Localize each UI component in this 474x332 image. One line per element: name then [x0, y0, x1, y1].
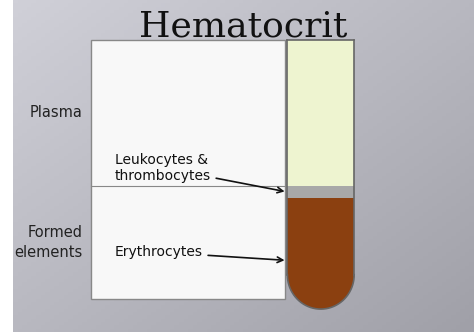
Bar [287, 198, 354, 275]
Bar [287, 40, 354, 186]
Text: Leukocytes &
thrombocytes: Leukocytes & thrombocytes [115, 153, 283, 193]
Polygon shape [287, 275, 354, 309]
Bar [287, 186, 354, 198]
Text: Plasma: Plasma [29, 106, 82, 121]
Text: Erythrocytes: Erythrocytes [115, 245, 283, 263]
Text: Hematocrit: Hematocrit [139, 10, 348, 44]
Bar [91, 40, 285, 299]
Text: Formed
elements: Formed elements [14, 225, 82, 260]
